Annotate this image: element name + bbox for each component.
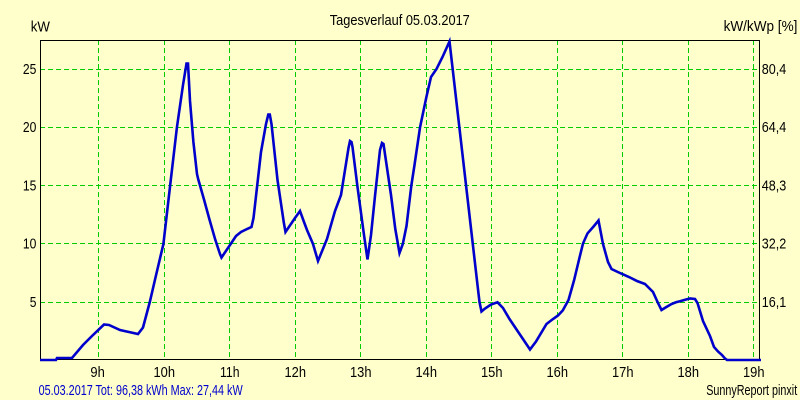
svg-text:kW: kW — [31, 20, 51, 36]
svg-text:11h: 11h — [220, 365, 240, 381]
svg-text:64,4: 64,4 — [762, 120, 787, 136]
svg-text:10h: 10h — [154, 365, 176, 381]
svg-text:25: 25 — [23, 62, 37, 78]
svg-text:48,3: 48,3 — [762, 178, 787, 194]
svg-text:10: 10 — [23, 237, 37, 253]
svg-text:Tagesverlauf 05.03.2017: Tagesverlauf 05.03.2017 — [330, 13, 470, 29]
svg-text:32,2: 32,2 — [762, 237, 787, 253]
svg-text:14h: 14h — [416, 365, 438, 381]
svg-text:80,4: 80,4 — [762, 62, 787, 78]
svg-text:19h: 19h — [743, 365, 765, 381]
svg-text:15h: 15h — [481, 365, 503, 381]
svg-text:12h: 12h — [285, 365, 307, 381]
svg-text:18h: 18h — [678, 365, 700, 381]
svg-text:17h: 17h — [612, 365, 634, 381]
svg-text:9h: 9h — [90, 365, 104, 381]
svg-text:5: 5 — [30, 295, 37, 311]
svg-text:kW/kWp [%]: kW/kWp [%] — [724, 19, 798, 35]
svg-text:16h: 16h — [547, 365, 569, 381]
svg-text:SunnyReport pinxit: SunnyReport pinxit — [706, 383, 797, 399]
svg-text:16,1: 16,1 — [762, 295, 787, 311]
svg-text:20: 20 — [23, 120, 37, 136]
svg-text:15: 15 — [23, 179, 37, 195]
svg-text:05.03.2017 Tot: 96,38 kWh Max:: 05.03.2017 Tot: 96,38 kWh Max: 27,44 kW — [39, 383, 243, 399]
svg-text:13h: 13h — [350, 365, 372, 381]
